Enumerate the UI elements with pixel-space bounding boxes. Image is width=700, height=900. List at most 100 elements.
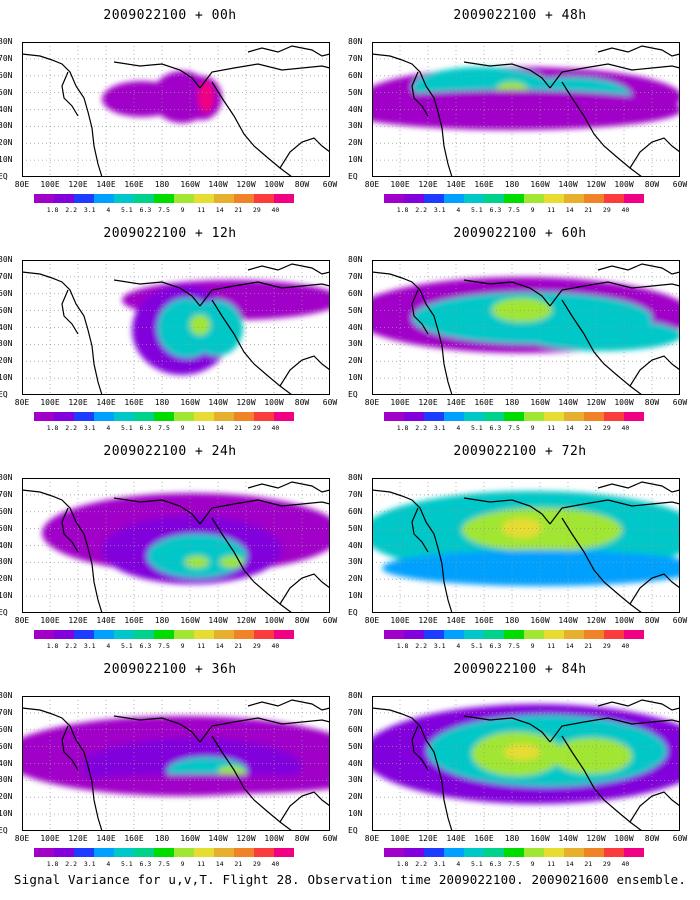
lon-tick-label: 140E [96,616,116,625]
lat-tick-label: 10N [0,591,13,601]
variance-field [67,774,330,794]
lat-tick-label: 50N [0,523,13,533]
lon-tick-label: 60W [672,398,688,407]
lon-tick-label: 80W [294,616,310,625]
coastline [549,499,680,525]
lat-tick-label: 20N [348,792,363,802]
lat-tick-label: 70N [348,271,363,281]
colorbar-label: 40 [621,206,630,214]
colorbar-label: 9 [180,424,185,432]
variance-field [522,319,680,351]
lat-tick-label: 70N [0,489,13,499]
colorbar-label: 3.1 [433,860,446,868]
variance-field [185,556,209,568]
lon-tick-label: 100W [614,180,634,189]
lon-tick-label: 80W [644,834,660,843]
coastline [372,53,453,177]
lon-tick-label: 160W [530,398,550,407]
lat-tick-label: 80N [0,37,13,46]
lon-tick-label: 80E [364,398,380,407]
colorbar-swatch [74,630,94,639]
variance-field [198,81,214,113]
colorbar-swatch [384,412,404,421]
coastline [247,45,330,57]
lat-tick-label: 30N [0,121,13,131]
panel-title: 2009022100 + 24h [103,444,237,459]
map-canvas [22,696,330,831]
coastline [629,791,680,823]
lon-tick-label: 180 [154,180,170,189]
coastline [411,289,429,335]
variance-field [552,738,632,774]
colorbar [34,412,294,421]
coastline [211,517,293,613]
colorbar-swatch [484,848,504,857]
panel-title: 2009022100 + 36h [103,662,237,677]
lat-tick-label: 30N [348,775,363,785]
lon-tick-label: 60W [322,398,338,407]
panel: 2009022100 + 12h 80N 70N 60N 50N 40N 30N 20N 10… [0,218,340,438]
lon-tick-label: 60W [322,180,338,189]
colorbar-swatch [134,848,154,857]
colorbar-swatch [34,194,54,203]
coastline [411,71,429,117]
colorbar-swatch [194,848,214,857]
colorbar-swatch [174,630,194,639]
colorbar-swatch [234,848,254,857]
lon-tick-label: 80W [644,398,660,407]
coastline [561,735,643,831]
panel-title: 2009022100 + 60h [453,226,587,241]
lat-tick-label: 20N [348,574,363,584]
colorbar-swatch [154,412,174,421]
colorbar-swatch [424,630,444,639]
lat-tick-label: 70N [348,53,363,63]
colorbar [384,194,644,203]
map-canvas [372,478,680,613]
colorbar-label: 29 [602,642,611,650]
lat-tick-label: 50N [348,523,363,533]
panel: 2009022100 + 00h 80N 70N 60N 50N 40N 30N 20N 10… [0,0,340,220]
colorbar-swatch [424,848,444,857]
lon-tick-label: 100W [264,180,284,189]
variance-field [372,90,680,130]
colorbar-swatch [604,630,624,639]
lon-tick-label: 140E [96,398,116,407]
colorbar-swatch [194,630,214,639]
colorbar-swatch [74,412,94,421]
lon-tick-label: 100E [40,398,60,407]
colorbar-label: 3.1 [433,206,446,214]
colorbar-label: 4 [456,642,461,650]
colorbar-swatch [624,194,644,203]
lon-tick-label: 80W [294,398,310,407]
colorbar-label: 1.8 [46,424,59,432]
colorbar-label: 5.1 [470,642,483,650]
variance-field [492,298,552,322]
panel: 2009022100 + 60h 80N 70N 60N 50N 40N 30N 20N 10… [348,218,690,438]
lon-tick-label: 180 [504,616,520,625]
colorbar-label: 29 [252,206,261,214]
lon-tick-label: 120W [586,398,606,407]
colorbar [384,630,644,639]
colorbar-swatch [444,412,464,421]
colorbar-swatch [504,412,524,421]
colorbar-label: 11 [547,206,556,214]
colorbar-swatch [114,194,134,203]
map-canvas [372,42,680,177]
colorbar-swatch [484,630,504,639]
colorbar-label: 14 [565,642,574,650]
colorbar-swatch [424,412,444,421]
colorbar-label: 40 [621,860,630,868]
lon-tick-label: 120W [586,616,606,625]
colorbar-swatch [484,412,504,421]
map-frame [372,260,680,395]
lat-tick-label: 60N [348,506,363,516]
lon-tick-label: 120E [418,834,438,843]
panel-title: 2009022100 + 48h [453,8,587,23]
colorbar-label: 9 [530,424,535,432]
colorbar-swatch [254,194,274,203]
lon-tick-label: 180 [504,834,520,843]
colorbar-label: 1.8 [396,424,409,432]
figure-caption: Signal Variance for u,v,T. Flight 28. Ob… [13,872,687,887]
lon-tick-label: 100E [390,398,410,407]
lat-tick-label: EQ [0,826,8,835]
